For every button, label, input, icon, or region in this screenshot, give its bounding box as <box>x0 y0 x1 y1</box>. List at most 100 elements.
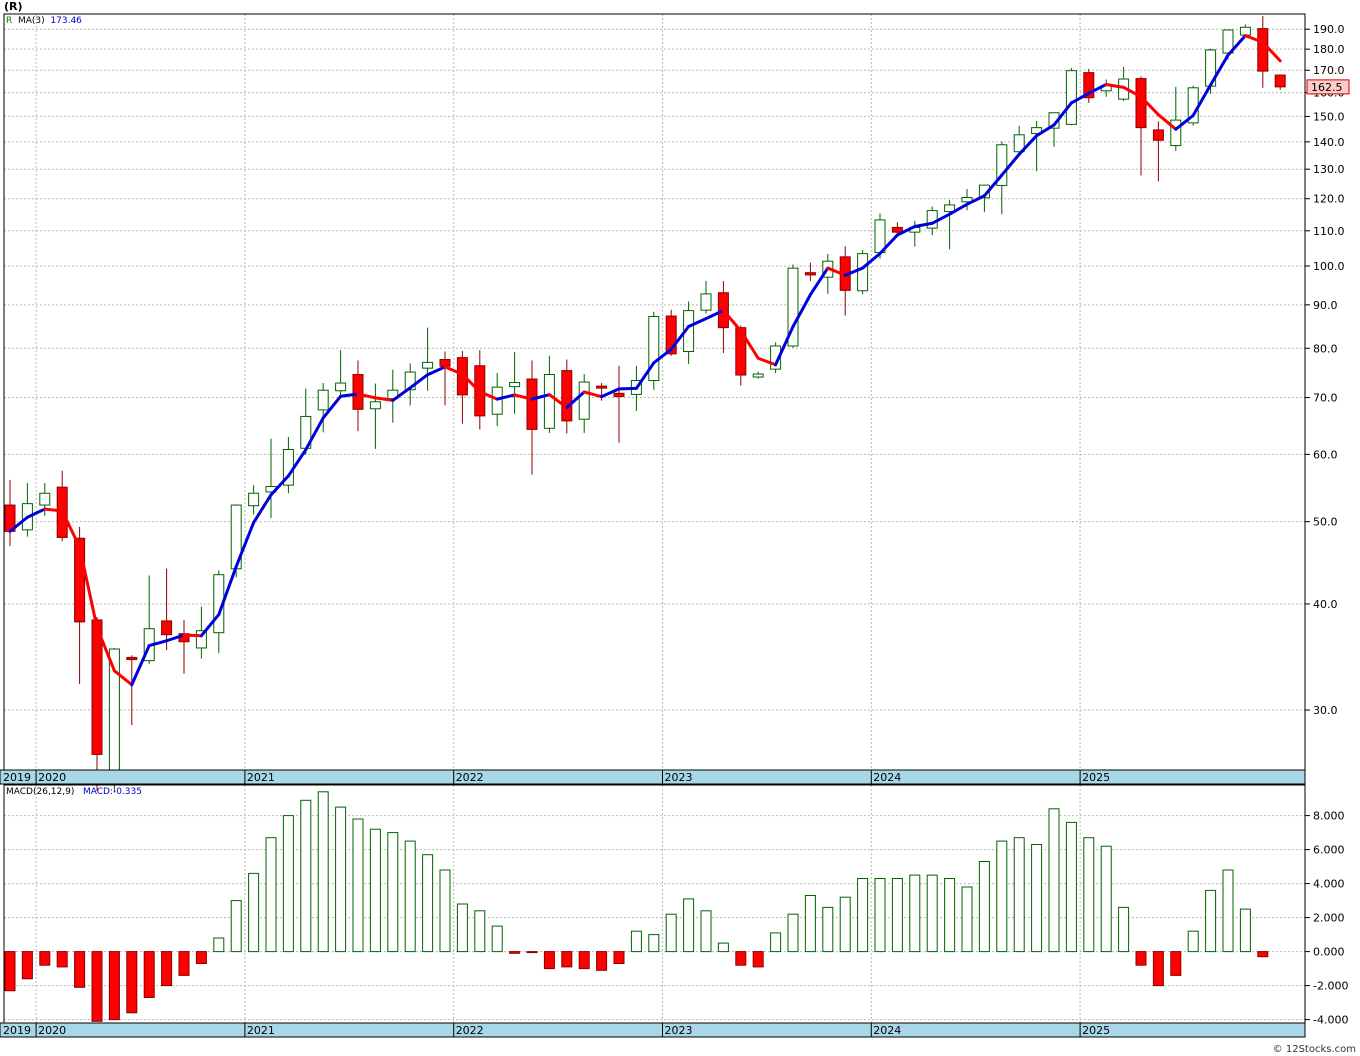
macd-tick-label: 0.000 <box>1313 946 1345 959</box>
ma-segment <box>513 393 534 401</box>
last-price-text: 162.5 <box>1311 81 1343 94</box>
macd-bar <box>422 854 434 953</box>
ma-segment <box>373 396 395 402</box>
candle-body <box>543 374 555 429</box>
year-label: 2020 <box>38 1024 66 1037</box>
ma-segment <box>130 644 151 687</box>
legend-symbol: R <box>6 16 13 26</box>
ma-segment <box>1035 123 1056 138</box>
legend-ma-label: MA(3) <box>18 16 45 26</box>
candle-body <box>926 210 938 229</box>
ma-segment <box>408 373 430 390</box>
ma-segment <box>808 266 830 297</box>
year-label: 2021 <box>247 771 275 784</box>
macd-bar <box>230 900 242 953</box>
macd-bar <box>108 951 120 1021</box>
macd-tick-label: 6.000 <box>1313 844 1345 857</box>
macd-bar <box>161 951 173 987</box>
ma-segment <box>1191 83 1213 117</box>
ma-segment <box>199 613 221 638</box>
ma-segment <box>60 509 82 549</box>
candle-body <box>422 361 434 369</box>
macd-bar <box>857 878 869 953</box>
price-tick-label: 180.0 <box>1313 43 1345 56</box>
ma-segment <box>339 392 360 398</box>
candle-body <box>700 293 712 311</box>
candle-body <box>665 315 677 355</box>
macd-bar <box>1048 808 1060 953</box>
macd-bar <box>1100 845 1112 953</box>
ma-segment <box>1209 53 1230 87</box>
candlestick-series <box>4 15 1286 793</box>
candle-body <box>944 204 956 213</box>
candle-body <box>39 492 51 506</box>
ma-segment <box>965 194 986 206</box>
credit-text: © 12Stocks.com <box>1272 1044 1356 1055</box>
ma-segment <box>1000 152 1021 177</box>
ma-segment <box>565 390 586 409</box>
candle-body <box>561 370 573 422</box>
candle-body <box>648 315 660 382</box>
ma-segment <box>95 625 116 673</box>
macd-bar <box>561 951 573 968</box>
candle-body <box>161 620 173 636</box>
macd-bar <box>439 869 451 953</box>
moving-average-line <box>8 34 1282 687</box>
candle-body <box>996 144 1008 186</box>
year-label: 2025 <box>1082 771 1110 784</box>
ma-segment <box>8 515 29 533</box>
macd-bar <box>874 878 886 953</box>
ma-segment <box>1156 113 1178 131</box>
candle-body <box>1083 72 1095 99</box>
candle-body <box>961 196 973 203</box>
ma-segment <box>634 361 656 390</box>
ma-segment <box>1017 134 1039 156</box>
candle-body <box>91 619 103 755</box>
macd-bar <box>1013 837 1025 953</box>
candle-body <box>248 492 260 507</box>
candle-body <box>752 373 764 378</box>
macd-bar <box>509 951 521 954</box>
macd-bar <box>578 951 590 970</box>
ma-segment <box>1087 82 1108 95</box>
ma-segment <box>1174 113 1195 131</box>
macd-bar <box>195 951 207 964</box>
year-label: 2024 <box>873 1024 901 1037</box>
macd-bar <box>978 861 990 953</box>
macd-bar <box>404 840 416 953</box>
ma-segment <box>43 507 64 513</box>
macd-bar <box>944 878 956 953</box>
macd-bar <box>352 818 364 953</box>
ma-segment <box>165 633 186 643</box>
candle-body <box>1257 28 1269 72</box>
macd-bar <box>300 799 312 953</box>
macd-bar <box>39 951 51 966</box>
ticker-label: (R) <box>4 0 23 13</box>
candle-body <box>317 389 329 411</box>
ma-segment <box>582 390 604 399</box>
macd-bar <box>143 951 155 998</box>
macd-bar <box>961 886 973 953</box>
ma-segment <box>217 565 238 617</box>
macd-tick-label: -2.000 <box>1313 980 1348 993</box>
ma-segment <box>147 639 169 648</box>
year-label: 2023 <box>665 1024 693 1037</box>
macd-bar <box>1031 844 1043 953</box>
candle-body <box>787 267 799 347</box>
price-tick-label: 50.0 <box>1313 516 1338 529</box>
ma-segment <box>112 669 134 687</box>
ma-segment <box>1052 101 1073 127</box>
macd-bar <box>1135 951 1147 966</box>
macd-bar <box>909 874 921 953</box>
macd-bar <box>926 874 938 953</box>
macd-bar <box>770 932 782 953</box>
macd-bar <box>1205 889 1217 953</box>
candle-body <box>352 374 364 410</box>
ma-segment <box>652 347 673 365</box>
ma-segment <box>286 448 308 478</box>
macd-bar <box>700 910 712 953</box>
macd-bar <box>91 951 103 1022</box>
year-label: 2022 <box>456 771 484 784</box>
candle-body <box>74 537 86 623</box>
axis-labels: 190.0180.0170.0160.0150.0140.0130.0120.0… <box>3 23 1350 1037</box>
